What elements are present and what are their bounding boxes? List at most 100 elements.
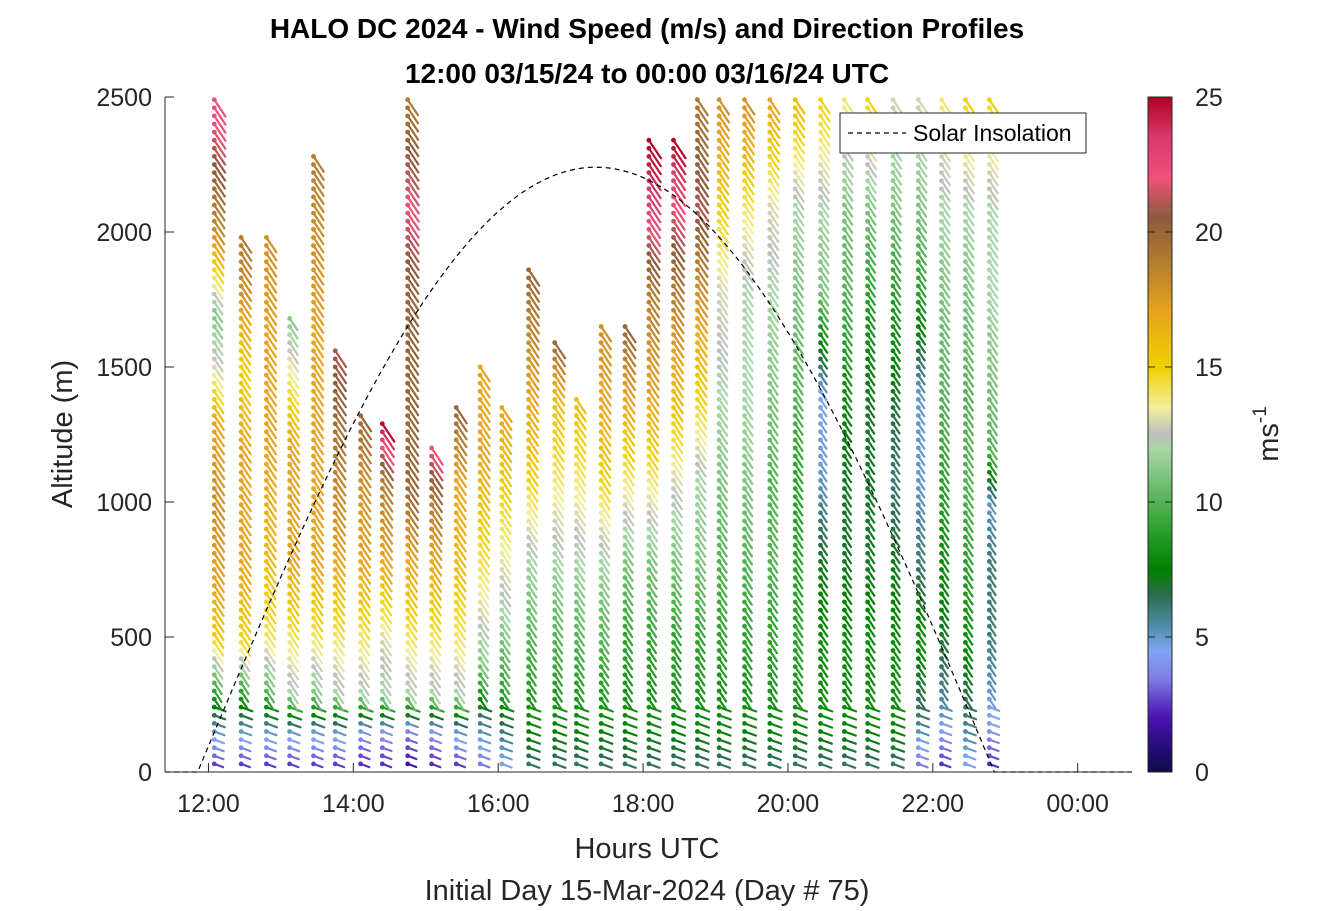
wind-barb — [381, 641, 392, 657]
wind-barb-head — [842, 397, 847, 402]
wind-barb-head — [671, 729, 676, 734]
wind-barb — [406, 625, 418, 641]
wind-barb-head — [792, 267, 798, 273]
wind-barb-head — [238, 397, 244, 402]
wind-barb-head — [695, 729, 700, 734]
wind-barb — [479, 600, 490, 616]
wind-barb-head — [716, 737, 722, 742]
wind-barb-head — [716, 656, 722, 661]
wind-barb — [240, 260, 253, 278]
wind-barb-head — [890, 526, 896, 532]
wind-barb-head — [792, 372, 798, 378]
wind-barb-head — [477, 478, 483, 483]
wind-barb-head — [453, 640, 459, 645]
wind-barb-head — [405, 105, 411, 111]
wind-barb-head — [695, 275, 700, 281]
wind-barb-head — [865, 542, 870, 548]
wind-barb — [334, 544, 346, 561]
wind-barb-head — [238, 559, 244, 564]
wind-barb-head — [792, 737, 798, 742]
wind-barb-head — [742, 461, 747, 467]
wind-barb-head — [742, 324, 747, 329]
wind-barb-head — [477, 413, 483, 418]
wind-barb — [988, 268, 999, 283]
wind-barb — [265, 487, 277, 504]
wind-barb — [599, 535, 611, 551]
wind-barb-head — [842, 623, 847, 629]
wind-barb-head — [358, 640, 363, 645]
wind-barb — [240, 414, 252, 431]
wind-barb-head — [358, 761, 363, 767]
wind-barb — [672, 422, 684, 439]
wind-barb-head — [552, 348, 558, 354]
wind-barb-head — [939, 170, 944, 176]
wind-barb-head — [526, 437, 531, 443]
wind-barb-head — [915, 461, 921, 467]
wind-barb — [334, 382, 347, 401]
wind-barb — [312, 471, 325, 488]
wind-barb-head — [963, 761, 968, 767]
x-tick-label: 12:00 — [177, 790, 240, 818]
wind-barb-head — [671, 429, 676, 435]
wind-barb — [240, 519, 252, 537]
wind-barb — [717, 98, 731, 116]
wind-barb-head — [865, 559, 870, 564]
wind-barb — [527, 471, 539, 487]
wind-barb — [430, 681, 441, 697]
wind-barb-head — [264, 445, 269, 451]
wind-barb-head — [818, 194, 823, 200]
wind-barb — [479, 487, 491, 504]
wind-barb-head — [767, 461, 773, 467]
wind-barb — [696, 406, 708, 422]
wind-barb-head — [742, 348, 747, 354]
wind-barb-head — [238, 283, 244, 289]
wind-barb-head — [552, 397, 558, 402]
wind-barb-head — [264, 599, 269, 605]
wind-barb — [500, 544, 512, 560]
wind-barb — [527, 560, 538, 575]
wind-barb-head — [622, 510, 628, 516]
wind-barb-head — [963, 405, 968, 410]
wind-barb-head — [915, 445, 921, 451]
wind-barb-head — [574, 550, 579, 556]
wind-barb — [312, 511, 325, 529]
wind-barb-head — [574, 623, 579, 629]
colorbar-tick-label: 20 — [1195, 219, 1223, 247]
wind-barb — [479, 625, 490, 640]
wind-barb-head — [358, 445, 363, 451]
wind-barb-head — [211, 542, 217, 548]
wind-barb-head — [405, 340, 411, 346]
wind-barb-head — [453, 704, 459, 710]
wind-barb-head — [792, 162, 798, 167]
wind-barb-head — [238, 704, 244, 710]
wind-barb — [213, 560, 226, 578]
wind-barb-head — [453, 526, 459, 532]
wind-barb — [430, 600, 442, 617]
wind-barb-head — [742, 453, 747, 459]
wind-barb-head — [890, 737, 896, 742]
wind-barb — [768, 325, 779, 340]
wind-barb-head — [379, 567, 385, 572]
wind-barb-head — [598, 502, 604, 508]
wind-barb-head — [695, 291, 700, 297]
wind-barb-head — [695, 235, 700, 240]
wind-barb-head — [552, 421, 558, 427]
wind-barb — [479, 519, 491, 536]
wind-barb — [696, 179, 710, 198]
wind-barb-head — [915, 534, 921, 540]
wind-barb — [717, 114, 731, 132]
wind-barb-head — [792, 761, 798, 767]
wind-barb-head — [742, 283, 747, 289]
wind-barb-head — [986, 688, 992, 694]
wind-barb-head — [499, 429, 505, 435]
wind-barb-head — [915, 283, 921, 289]
wind-barb-head — [405, 461, 411, 467]
wind-barb-head — [646, 664, 652, 670]
wind-barb-head — [915, 453, 921, 459]
wind-barb-head — [818, 275, 823, 281]
wind-barb-head — [238, 364, 244, 370]
wind-barb-head — [915, 413, 921, 418]
wind-barb — [288, 495, 301, 513]
wind-barb — [381, 584, 393, 601]
wind-barb — [717, 390, 729, 405]
